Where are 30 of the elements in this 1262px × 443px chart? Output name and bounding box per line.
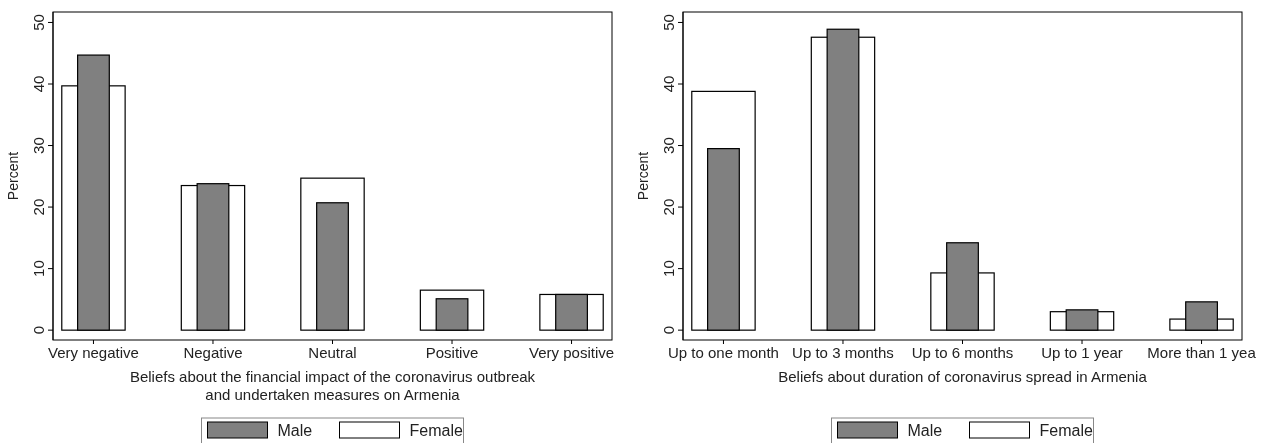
x-tick-label: Up to one month [668,344,779,361]
y-tick-label: 20 [660,198,677,216]
legend-label: Female [1039,422,1093,439]
legend-label: Female [409,422,463,439]
x-axis-title: Beliefs about duration of coronavirus spread in Armenia [778,368,1148,385]
x-tick-label: Up to 1 year [1041,344,1123,361]
legend-label: Male [277,422,313,439]
x-tick-label: Up to 6 months [911,344,1014,361]
legend-label: Male [907,422,943,439]
y-tick-label: 10 [30,260,47,277]
x-tick-label: Up to 3 months [792,344,894,361]
y-tick-label: 0 [660,325,677,335]
x-tick-label: Very negative [48,344,139,361]
y-axis-title: Percent [635,151,651,201]
x-tick-label: More than 1 yea [1147,344,1257,361]
x-tick-label: Very positive [529,344,615,361]
x-tick-label: Negative [183,344,243,361]
y-tick-label: 30 [30,137,47,154]
y-tick-label: 50 [30,14,47,31]
y-tick-label: 40 [660,75,677,93]
x-axis-title: Beliefs about the financial impact of the coronavirus outbreak and undertaken measures on Armenia [129,368,536,403]
y-tick-label: 20 [30,198,47,216]
y-tick-label: 10 [660,260,677,277]
y-tick-label: 30 [660,137,677,154]
y-axis-title: Percent [5,151,21,201]
y-tick-label: 0 [30,325,47,335]
x-tick-label: Neutral [308,344,357,361]
y-tick-label: 40 [30,75,47,93]
y-tick-label: 50 [660,14,677,31]
x-tick-label: Positive [425,344,479,361]
